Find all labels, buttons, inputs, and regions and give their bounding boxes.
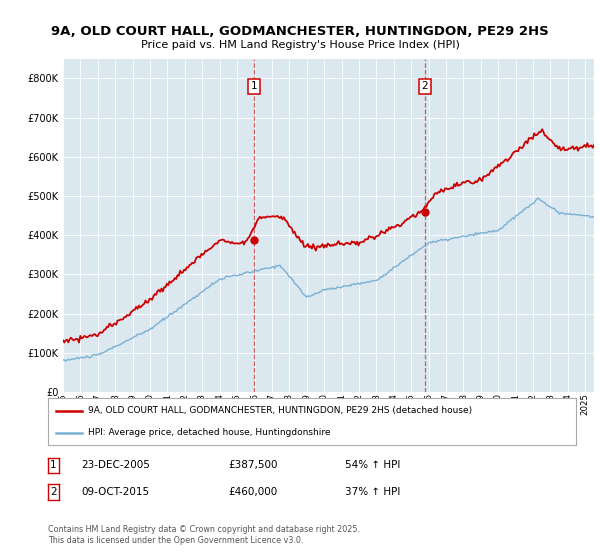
- Text: 1: 1: [50, 460, 57, 470]
- Text: 09-OCT-2015: 09-OCT-2015: [81, 487, 149, 497]
- Text: 2: 2: [50, 487, 57, 497]
- Text: 1: 1: [251, 81, 257, 91]
- Text: £387,500: £387,500: [228, 460, 277, 470]
- Text: 54% ↑ HPI: 54% ↑ HPI: [345, 460, 400, 470]
- Text: 2: 2: [421, 81, 428, 91]
- Text: 37% ↑ HPI: 37% ↑ HPI: [345, 487, 400, 497]
- Text: 9A, OLD COURT HALL, GODMANCHESTER, HUNTINGDON, PE29 2HS (detached house): 9A, OLD COURT HALL, GODMANCHESTER, HUNTI…: [88, 407, 472, 416]
- Text: £460,000: £460,000: [228, 487, 277, 497]
- Text: 9A, OLD COURT HALL, GODMANCHESTER, HUNTINGDON, PE29 2HS: 9A, OLD COURT HALL, GODMANCHESTER, HUNTI…: [51, 25, 549, 38]
- Text: Contains HM Land Registry data © Crown copyright and database right 2025.
This d: Contains HM Land Registry data © Crown c…: [48, 525, 360, 545]
- Text: 23-DEC-2005: 23-DEC-2005: [81, 460, 150, 470]
- Text: Price paid vs. HM Land Registry's House Price Index (HPI): Price paid vs. HM Land Registry's House …: [140, 40, 460, 50]
- Text: HPI: Average price, detached house, Huntingdonshire: HPI: Average price, detached house, Hunt…: [88, 428, 330, 437]
